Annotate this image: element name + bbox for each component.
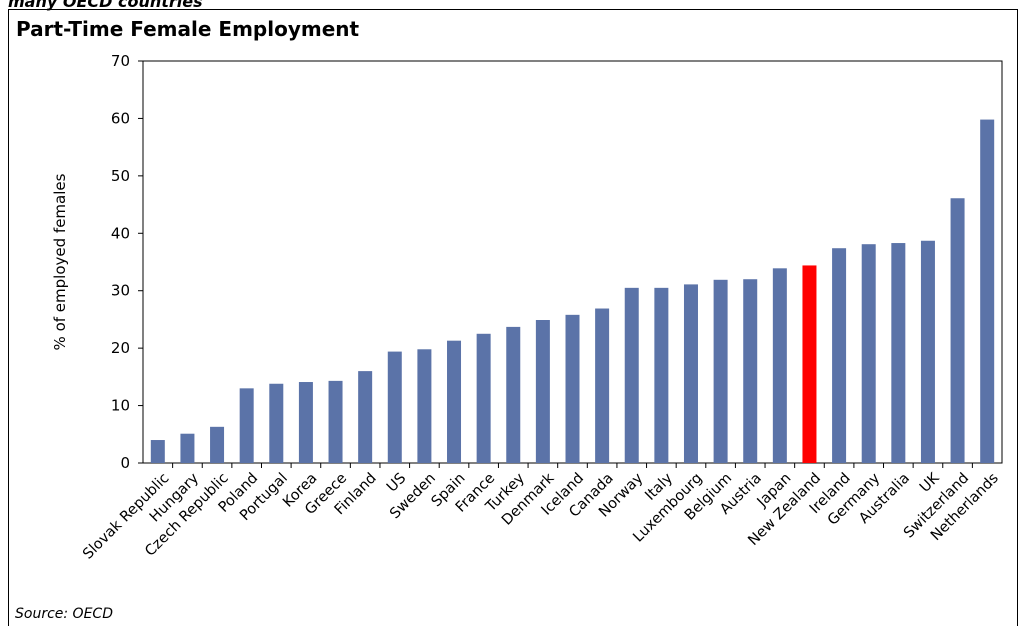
bar-netherlands (980, 119, 995, 463)
bar-japan (772, 268, 787, 463)
bar-finland (358, 371, 373, 463)
bar-czech-republic (210, 426, 225, 463)
bar-denmark (535, 320, 550, 463)
bar-belgium (713, 279, 728, 463)
bar-sweden (417, 349, 432, 463)
bar-new-zealand (802, 265, 817, 463)
bar-iceland (565, 314, 580, 463)
bar-germany (861, 244, 876, 463)
bar-spain (447, 340, 462, 463)
bar-ireland (832, 248, 847, 463)
header-partial-text: many OECD countries (8, 0, 203, 11)
y-tick-label: 60 (111, 109, 130, 127)
bar-austria (743, 279, 758, 463)
bar-us (387, 351, 402, 463)
y-axis-label: % of employed females (51, 173, 69, 350)
y-tick-label: 10 (111, 397, 130, 415)
bar-france (476, 333, 491, 463)
bar-luxembourg (683, 284, 698, 463)
y-tick-label: 30 (111, 282, 130, 300)
y-tick-label: 0 (120, 454, 130, 472)
source-note: Source: OECD (15, 606, 113, 622)
chart-title: Part-Time Female Employment (16, 17, 360, 41)
bar-korea (298, 382, 313, 463)
y-tick-label: 70 (111, 52, 130, 70)
y-tick-label: 50 (111, 167, 130, 185)
y-tick-label: 20 (111, 339, 130, 357)
bar-uk (920, 240, 935, 463)
bar-australia (891, 243, 906, 463)
y-tick-label: 40 (111, 224, 130, 242)
bar-portugal (269, 383, 284, 463)
bar-slovak-republic (150, 440, 165, 463)
bars (150, 119, 995, 464)
bar-greece (328, 380, 343, 463)
bar-hungary (180, 433, 195, 463)
bar-turkey (506, 326, 521, 463)
chart-frame (8, 9, 1018, 626)
bar-switzerland (950, 198, 965, 464)
bar-poland (239, 388, 254, 463)
bar-italy (654, 287, 669, 463)
y-ticks: 0 10 20 30 40 50 60 70 (111, 52, 143, 472)
bar-norway (624, 287, 639, 463)
bar-canada (595, 308, 610, 463)
